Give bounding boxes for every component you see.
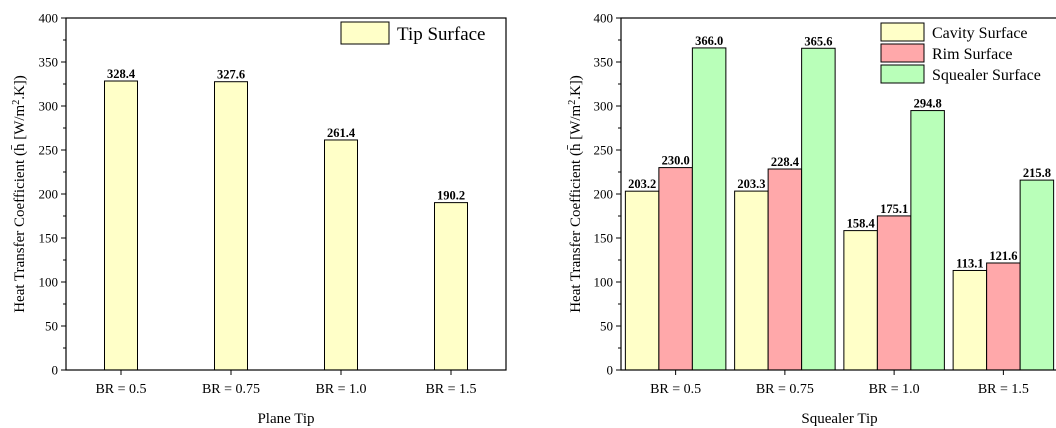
x-tick-label: BR = 1.5: [978, 382, 1029, 397]
x-tick-label: BR = 1.0: [869, 382, 920, 397]
y-axis-label-symbol: h̄: [12, 143, 28, 151]
data-label: 327.6: [217, 68, 245, 82]
bar: [214, 81, 248, 371]
legend-label: Rim Surface: [932, 46, 1012, 63]
legend-swatch: [880, 43, 925, 63]
y-axis-label-unit-sup: 2: [567, 100, 578, 105]
data-label: 230.0: [662, 154, 690, 168]
data-label: 203.3: [737, 177, 765, 191]
legend-label: Tip Surface: [397, 24, 486, 45]
bar: [658, 167, 693, 371]
plot-frame: [65, 17, 507, 371]
y-tick-label: 100: [39, 275, 59, 290]
bar: [952, 269, 988, 371]
data-label: 121.6: [989, 249, 1017, 263]
data-label: 175.1: [880, 202, 908, 216]
legend-swatch: [880, 64, 925, 84]
y-tick-label: 0: [52, 363, 59, 378]
y-tick-label: 400: [594, 11, 614, 26]
y-tick-label: 350: [39, 55, 59, 70]
data-label: 328.4: [107, 67, 136, 81]
data-label: 190.2: [437, 189, 465, 203]
bar: [734, 190, 769, 371]
data-label: 365.6: [804, 34, 832, 48]
y-axis-label: Heat Transfer Coefficient (h̄ [W/m2.K]): [567, 75, 585, 313]
y-tick-label: 200: [39, 187, 59, 202]
y-tick-label: 100: [594, 275, 614, 290]
y-tick-label: 400: [39, 11, 59, 26]
x-tick-label: BR = 0.75: [756, 382, 814, 397]
data-label: 294.8: [914, 97, 942, 111]
data-label: 203.2: [628, 177, 656, 191]
bar: [434, 202, 468, 371]
y-tick-label: 150: [39, 231, 59, 246]
x-axis-label: Squealer Tip: [801, 411, 877, 427]
data-label: 113.1: [956, 256, 983, 270]
bar: [986, 262, 1021, 371]
data-label: 215.8: [1023, 166, 1051, 180]
y-axis-label-text: Heat Transfer Coefficient: [12, 159, 28, 313]
x-tick-label: BR = 1.0: [315, 382, 366, 397]
squealer-tip-chart: 203.2 230.0 366.0 BR = 0.5 203.3 228.4 365.6 BR…: [567, 11, 1056, 427]
data-label: 261.4: [327, 126, 356, 140]
legend-swatch: [880, 22, 925, 42]
y-tick-label: 200: [594, 187, 614, 202]
bar: [801, 47, 836, 371]
y-tick-label: 350: [594, 55, 614, 70]
legend-label: Cavity Surface: [932, 25, 1028, 42]
data-label: 158.4: [847, 217, 876, 231]
x-tick-label: BR = 0.75: [202, 382, 260, 397]
bar: [843, 230, 878, 371]
y-tick-label: 50: [45, 319, 58, 334]
y-tick-label: 0: [607, 363, 614, 378]
x-axis-label: Plane Tip: [257, 411, 314, 427]
y-tick-label: 50: [600, 319, 613, 334]
bar: [1019, 179, 1055, 371]
plane-tip-chart: 328.4 BR = 0.5 327.6 BR = 0.75 261.4 BR = 1.0…: [11, 11, 507, 427]
y-axis-label-text: Heat Transfer Coefficient: [568, 159, 584, 313]
y-tick-label: 300: [594, 99, 614, 114]
y-tick-label: 250: [39, 143, 59, 158]
y-tick-label: 250: [594, 143, 614, 158]
y-tick-label: 150: [594, 231, 614, 246]
x-tick-label: BR = 0.5: [95, 382, 146, 397]
x-tick-label: BR = 0.5: [650, 382, 701, 397]
data-label: 228.4: [771, 155, 800, 169]
y-axis-label-unit: [W/m: [568, 104, 584, 139]
bar: [910, 110, 945, 371]
bar: [876, 215, 912, 371]
legend: Tip Surface: [340, 21, 486, 45]
x-tick-label: BR = 1.5: [425, 382, 476, 397]
y-axis-label-unit-tail: .K]: [12, 80, 28, 100]
y-axis-label-symbol: h̄: [568, 143, 584, 151]
plot-frame: [620, 17, 1056, 371]
legend-label: Squealer Surface: [932, 67, 1041, 84]
y-axis-label-unit-tail: .K]: [568, 80, 584, 100]
bar: [767, 168, 803, 371]
bar: [691, 47, 727, 371]
y-axis-label-unit-sup: 2: [11, 100, 22, 105]
bar: [324, 139, 358, 371]
y-axis-label: Heat Transfer Coefficient (h̄ [W/m2.K]): [11, 75, 29, 313]
bar: [624, 190, 660, 371]
data-label: 366.0: [695, 34, 723, 48]
legend: Cavity Surface Rim Surface Squealer Surfac…: [880, 22, 1041, 84]
y-tick-label: 300: [39, 99, 59, 114]
y-axis-label-unit: [W/m: [12, 104, 28, 139]
bar: [104, 80, 138, 371]
legend-swatch: [340, 21, 390, 45]
